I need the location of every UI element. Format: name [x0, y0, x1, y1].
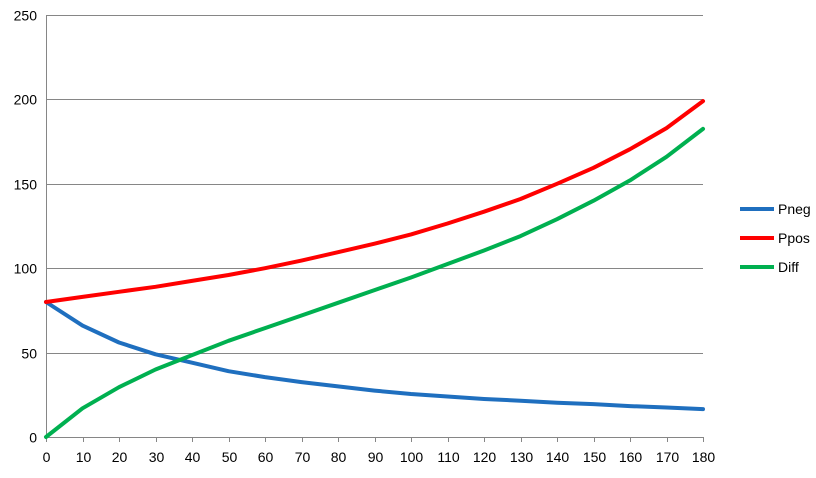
- x-tick-label: 20: [112, 449, 128, 465]
- series-line-diff: [44, 126, 705, 439]
- x-tick-label: 70: [295, 449, 311, 465]
- x-tick-label: 50: [222, 449, 238, 465]
- legend-label-pneg: Pneg: [778, 201, 811, 217]
- y-tick-label: 50: [21, 346, 37, 362]
- x-tick-label: 150: [583, 449, 607, 465]
- legend-label-ppos: Ppos: [778, 230, 810, 246]
- series-line-pneg: [44, 300, 705, 412]
- y-tick-label: 200: [14, 92, 38, 108]
- x-tick-label: 100: [400, 449, 424, 465]
- axes: 0 50 100 150 200 250 0 10 20 30 40 50 60 70 80 90 100 110…: [14, 8, 716, 466]
- legend-label-diff: Diff: [778, 259, 799, 275]
- x-tick-label: 30: [149, 449, 165, 465]
- y-tick-label: 0: [29, 430, 37, 446]
- x-tick-label: 160: [619, 449, 643, 465]
- x-tick-label: 80: [331, 449, 347, 465]
- x-tick-label: 130: [510, 449, 534, 465]
- x-tick-label: 170: [656, 449, 680, 465]
- x-tick-label: 10: [76, 449, 92, 465]
- y-tick-label: 100: [14, 261, 38, 277]
- x-tick-label: 40: [185, 449, 201, 465]
- series-lines: [44, 99, 705, 439]
- x-tick-label: 60: [258, 449, 274, 465]
- gridlines: [46, 15, 703, 354]
- y-tick-label: 150: [14, 177, 38, 193]
- x-tick-label: 90: [368, 449, 384, 465]
- x-tick-label: 110: [437, 449, 460, 465]
- x-tick-label: 0: [43, 449, 51, 465]
- x-tick-label: 180: [692, 449, 716, 465]
- legend: Pneg Ppos Diff: [740, 201, 811, 275]
- series-line-ppos: [44, 99, 705, 304]
- x-tick-label: 140: [546, 449, 570, 465]
- x-tick-label: 120: [473, 449, 497, 465]
- y-tick-label: 250: [14, 8, 38, 24]
